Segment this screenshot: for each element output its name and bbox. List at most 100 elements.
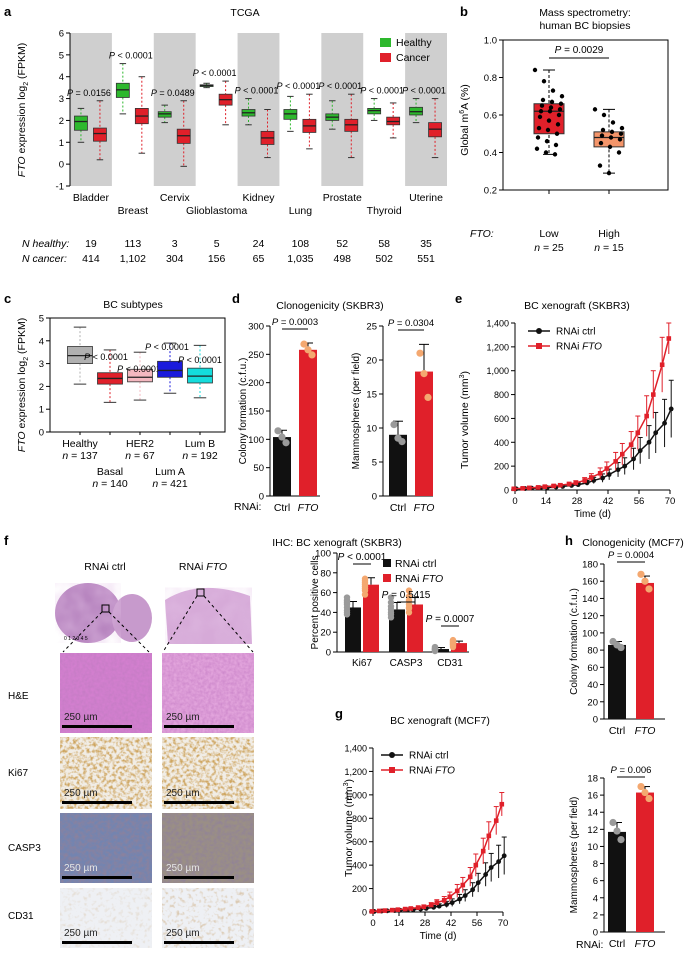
panel-b-y-tick-label: 0.2 [484, 186, 497, 197]
panel-e-xenograft-skbr3: e BC xenograft (SKBR3) 0 200 400 600 800 1,00… [455, 291, 675, 520]
panel-g-bottom-y-tick-label: 2 [593, 910, 598, 921]
panel-h-ylabel: Tumor volume (mm3) [343, 779, 355, 877]
point-high [619, 125, 625, 131]
panel-h-y-tick-label: 1,400 [344, 744, 367, 754]
point-low [537, 114, 543, 120]
panel-label-c: c [4, 291, 11, 306]
legend-label-fto: RNAi FTO [395, 573, 443, 585]
panel-e-marker-0 [631, 456, 636, 462]
panel-g-top-bar-fto [636, 582, 654, 719]
point-low [549, 99, 555, 105]
panel-e-marker-1 [666, 336, 672, 341]
n-cancer-uterine: 551 [417, 253, 435, 265]
panel-h-legend-marker-fto [389, 767, 395, 773]
point-low [534, 146, 540, 151]
p-value-lum-b: P < 0.0001 [178, 355, 222, 365]
panel-g-rnai-label: RNAi: [576, 939, 603, 951]
category-label-lung: Lung [289, 205, 313, 217]
point-low [540, 97, 546, 103]
panel-g-top-point-fto [637, 570, 645, 578]
p-value-basal: P < 0.0001 [84, 352, 128, 362]
n-cancer-thyroid: 502 [375, 253, 393, 265]
panel-e-marker-1 [582, 478, 587, 483]
scale-label: 250 µm [64, 788, 98, 799]
point-low [559, 94, 565, 99]
panel-h-y-tick-label: 400 [352, 861, 367, 871]
panel-g-bottom-y-tick-label: 14 [587, 808, 598, 819]
panel-g-bottom-point-ctrl [609, 818, 617, 827]
panel-g-top-y-tick-label: 0 [593, 715, 598, 726]
panel-d-right-point-fto [424, 393, 432, 401]
panel-c-y-tick-label: 3 [39, 359, 44, 370]
panel-c-y-tick-label: 2 [39, 382, 44, 393]
panel-h-marker-1 [428, 902, 434, 908]
point-high [600, 127, 606, 133]
panel-g-top-y-tick-label: 180 [582, 560, 598, 571]
panel-f-bar-cd31-0 [433, 649, 449, 652]
panel-h-y-tick-label: 1,000 [344, 790, 367, 800]
micrograph-row-label-3: CD31 [8, 911, 34, 922]
panel-e-x-tick-label: 14 [541, 496, 552, 507]
panel-h-marker-0 [501, 853, 507, 859]
point-low [556, 112, 562, 118]
panel-h-marker-1 [389, 907, 395, 913]
panel-e-ylabel: Tumor volume (mm3) [459, 371, 471, 469]
category-label-thyroid: Thyroid [367, 205, 402, 217]
panel-label-g: h [565, 533, 573, 548]
panel-d-left-y-tick-label: 250 [248, 350, 264, 361]
p-value-cervix: P = 0.0489 [151, 88, 195, 98]
panel-h-marker-1 [382, 908, 388, 913]
panel-g-bottom-y-tick-label: 10 [587, 842, 598, 853]
cd31-tile-ctrl [60, 888, 152, 948]
panel-e-marker-1 [644, 413, 649, 419]
panel-e-y-tick-label: 1,200 [486, 342, 509, 352]
box-lum-a-box [157, 360, 183, 378]
panel-f-point-casp3 [405, 587, 413, 594]
panel-g-bottom-bar-fto [636, 792, 654, 932]
panel-b-mass-spec-boxplot: b Mass spectrometry: human BC biopsies 0… [459, 4, 669, 254]
panel-e-x-tick-label: 42 [603, 496, 614, 507]
category-band-bladder [70, 33, 112, 186]
panel-h-marker-0 [488, 865, 494, 870]
category-label-glioblastoma: Glioblastoma [186, 205, 247, 217]
panel-b-ylabel: Global m6A (%) [459, 84, 471, 156]
box-her2-box [127, 368, 153, 383]
panel-e-marker-1 [628, 442, 634, 447]
panel-h-xlabel: Time (d) [420, 931, 457, 942]
point-low [552, 152, 558, 157]
panel-g-bottom-y-tick-label: 8 [593, 859, 598, 870]
panel-d-right-y-tick-label: 20 [366, 356, 377, 367]
panel-h-marker-1 [415, 905, 421, 910]
cd31-tile-fto [162, 888, 254, 948]
panel-d-rnai-label: RNAi: [234, 501, 261, 513]
point-low [541, 79, 547, 84]
category-label-breast: Breast [118, 205, 148, 217]
n-cancer-bladder: 414 [82, 253, 100, 265]
panel-e-legend-label-fto: RNAi FTO [556, 342, 602, 353]
panel-h-marker-1 [447, 894, 453, 900]
panel-f-y-tick-label: 0 [326, 648, 331, 659]
panel-d-left-category-fto: FTO [298, 502, 319, 514]
group-label-high: High [598, 228, 620, 240]
panel-h-marker-1 [434, 900, 440, 905]
panel-c-y-tick-label: 4 [39, 336, 44, 347]
panel-g-bottom-point-fto [637, 782, 645, 791]
panel-g-top-category-ctrl: Ctrl [609, 725, 625, 737]
panel-f-point-casp3 [387, 594, 395, 601]
point-high [601, 112, 607, 118]
scale-label: 250 µm [64, 863, 98, 874]
panel-h-x-tick-label: 14 [394, 918, 405, 929]
n-cancer-kidney: 65 [253, 253, 265, 265]
scale-label: 250 µm [64, 928, 98, 939]
category-label-uterine: Uterine [409, 192, 443, 204]
panel-g-clonogenicity-mcf7: h Clonogenicity (MCF7) 02040608010012014… [565, 533, 684, 951]
panel-f-p-value-cd31: P = 0.0007 [426, 614, 475, 625]
panel-f-y-tick-label: 100 [315, 549, 331, 560]
panel-g-bottom-y-tick-label: 4 [593, 893, 598, 904]
panel-d-right-bar-ctrl [389, 434, 407, 496]
panel-g-top-y-tick-label: 40 [587, 680, 598, 691]
p-value-prostate: P < 0.0001 [318, 81, 362, 91]
panel-f-legend: RNAi ctrl RNAi FTO [383, 558, 443, 585]
panel-e-marker-0 [662, 420, 667, 426]
panel-g-top-y-tick-label: 160 [582, 577, 598, 588]
